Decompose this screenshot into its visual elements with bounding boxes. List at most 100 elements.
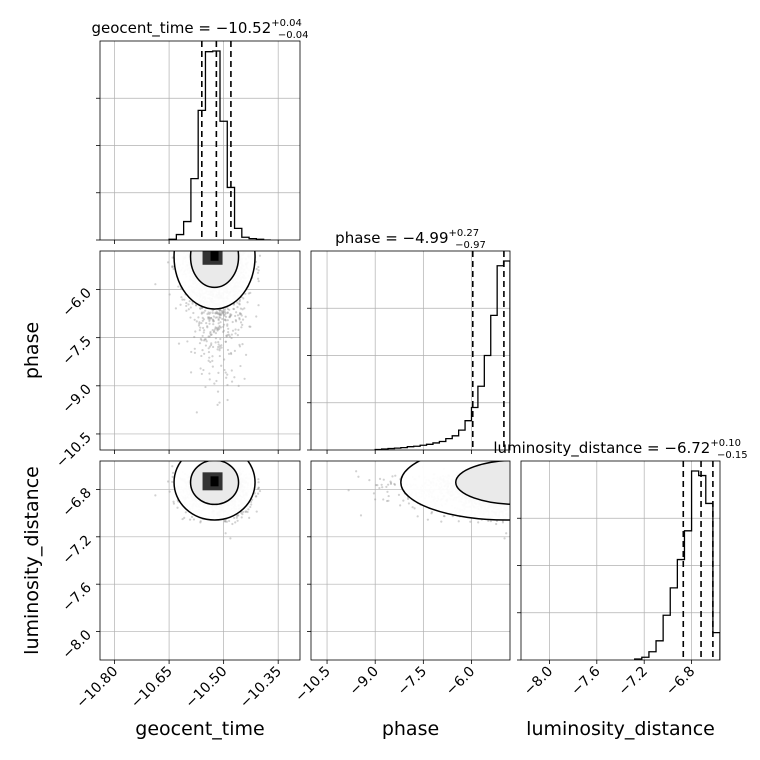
sample-point — [238, 345, 242, 348]
sample-point — [222, 323, 226, 326]
sample-point — [231, 522, 234, 526]
sample-point — [198, 321, 201, 324]
sample-point — [231, 320, 234, 324]
sample-point — [228, 315, 231, 319]
sample-point — [212, 315, 215, 318]
panel-frame-phase — [310, 250, 511, 451]
sample-point — [230, 333, 233, 336]
sample-point — [211, 318, 214, 321]
sample-point — [208, 318, 211, 321]
sample-point — [238, 300, 241, 303]
sample-point — [214, 316, 217, 319]
sample-point — [226, 307, 229, 311]
sample-point — [255, 267, 258, 271]
sample-point — [234, 320, 238, 323]
sample-point — [217, 317, 220, 321]
sample-point — [214, 326, 217, 329]
sample-point — [216, 326, 220, 329]
sample-point — [168, 293, 171, 296]
sample-point — [221, 310, 224, 314]
sample-point — [208, 322, 211, 325]
sample-point — [240, 326, 243, 329]
sample-point — [192, 311, 195, 315]
sample-point — [200, 372, 203, 376]
sample-point — [238, 298, 241, 301]
sample-point — [223, 307, 227, 311]
sample-point — [216, 403, 219, 406]
sample-point — [222, 329, 226, 332]
sample-point — [181, 517, 184, 521]
sample-point — [243, 307, 246, 310]
sample-point — [236, 519, 239, 522]
sample-point — [249, 325, 252, 328]
sample-point — [215, 310, 218, 313]
sample-point — [231, 329, 235, 332]
sample-point — [209, 360, 212, 364]
sample-point — [209, 332, 212, 335]
sample-point — [258, 254, 262, 257]
sample-point — [238, 313, 242, 316]
sample-point — [244, 315, 247, 318]
sample-point — [203, 338, 207, 341]
title-plus: +0.10 — [710, 438, 741, 449]
sample-point — [234, 314, 237, 318]
sample-point — [189, 371, 193, 374]
sample-point — [218, 347, 221, 350]
sample-point — [211, 309, 214, 312]
sample-point — [257, 280, 260, 283]
sample-point — [171, 256, 174, 259]
sample-point — [246, 510, 249, 514]
sample-point — [211, 359, 214, 362]
sample-point — [223, 368, 226, 372]
sample-point — [257, 265, 260, 269]
sample-point — [201, 334, 204, 338]
sample-point — [207, 347, 210, 350]
sample-point — [205, 340, 208, 343]
sample-point — [200, 354, 203, 358]
panel-frame-geocent_time-phase — [99, 250, 301, 451]
sample-point — [171, 266, 174, 269]
sample-point — [236, 306, 239, 309]
sample-point — [255, 495, 258, 498]
sample-point — [257, 304, 260, 307]
sample-point — [245, 510, 248, 513]
sample-point — [241, 343, 244, 346]
sample-point — [187, 308, 190, 311]
sample-point — [211, 311, 214, 315]
sample-point — [229, 351, 233, 355]
sample-point — [224, 340, 227, 343]
sample-point — [202, 331, 205, 334]
sample-point — [214, 312, 217, 315]
sample-point — [211, 328, 214, 332]
panel-title-geocent_time: geocent_time = −10.52+0.04 −0.04 — [91, 18, 308, 41]
sample-point — [203, 329, 206, 332]
sample-point — [206, 312, 209, 316]
sample-point — [249, 291, 252, 294]
sample-point — [200, 312, 203, 315]
sample-point — [241, 512, 244, 516]
sample-point — [208, 316, 211, 319]
sample-point — [219, 321, 222, 324]
sample-point — [218, 315, 221, 319]
hist-group-phase — [311, 251, 510, 450]
hist-group-geocent_time — [100, 41, 300, 240]
sample-point — [202, 311, 205, 314]
sample-point — [177, 342, 181, 345]
sample-point — [154, 494, 157, 497]
sample-point — [227, 333, 230, 336]
sample-point — [188, 518, 192, 521]
scatter-group-geocent_time-luminosity_distance — [100, 461, 300, 660]
sample-point — [206, 326, 209, 329]
sample-point — [237, 384, 240, 387]
sample-point — [221, 309, 224, 313]
sample-point — [230, 352, 233, 356]
sample-point — [234, 521, 237, 524]
sample-point — [218, 345, 222, 348]
sample-point — [209, 330, 212, 334]
sample-point — [197, 316, 200, 319]
sample-point — [218, 311, 221, 314]
sample-point — [217, 345, 220, 349]
sample-point — [201, 319, 204, 322]
sample-point — [232, 307, 236, 311]
sample-point — [247, 508, 250, 511]
